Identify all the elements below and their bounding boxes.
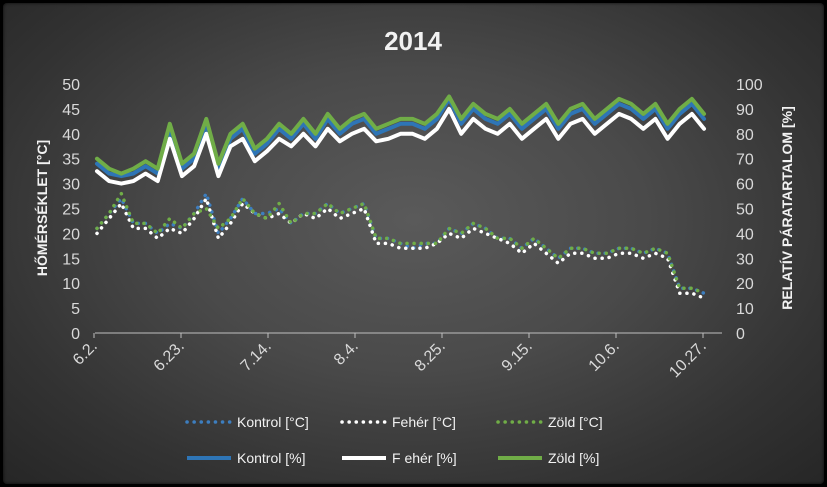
series-line-5 (95, 94, 706, 176)
y-right-tick-label: 80 (736, 127, 754, 144)
legend-label: Fehér [°C] (392, 414, 456, 430)
y-right-tick-label: 70 (736, 152, 754, 169)
y-left-tick-label: 35 (62, 152, 80, 169)
series-line-4 (95, 106, 706, 186)
y-right-tick-label: 40 (736, 226, 754, 243)
legend-label: Zöld [°C] (548, 414, 603, 430)
y-right-tick-label: 60 (736, 177, 754, 194)
y-right-tick-label: 90 (736, 102, 754, 119)
y-left-tick-label: 10 (62, 276, 80, 293)
y-right-tick-label: 10 (736, 301, 754, 318)
legend-label: Zöld [%] (548, 450, 599, 466)
y-left-tick-label: 25 (62, 202, 80, 219)
chart-title: 2014 (384, 26, 442, 56)
legend: Kontrol [°C] Fehér [°C] Zöld [°C] Kontrol [… (185, 414, 603, 466)
y-right-tick-label: 0 (736, 326, 745, 343)
y-right-tick-label: 20 (736, 276, 754, 293)
series-line-1 (95, 196, 706, 300)
legend-label: Kontrol [%] (237, 450, 305, 466)
y-axis-right-label: RELATÍV PÁRATARTALOM [%] (779, 106, 795, 310)
y-axis-left-label: HŐMÉRSÉKLET [°C] (33, 140, 50, 276)
x-tick-label: 10.27. (666, 338, 709, 381)
x-tick-label: 7.14. (238, 338, 275, 375)
y-left-tick-label: 30 (62, 177, 80, 194)
series-line-2 (95, 191, 706, 295)
x-tick-label: 10.6. (586, 338, 623, 375)
legend-label: Kontrol [°C] (237, 414, 309, 430)
y-left-tick-label: 20 (62, 226, 80, 243)
x-tick-label: 9.15. (499, 338, 536, 375)
y-left-tick-label: 50 (62, 77, 80, 94)
y-right-tick-label: 30 (736, 251, 754, 268)
y-left-tick-label: 0 (71, 326, 80, 343)
x-tick-label: 8.25. (412, 338, 449, 375)
y-axis-right-ticks: 0 10 20 30 40 50 60 70 80 90 100 (736, 77, 763, 343)
x-axis-ticks: 6.2. 6.23. 7.14. 8.4. 8.25. 9.15. 10.6. 10.27. (70, 333, 710, 381)
y-left-tick-label: 5 (71, 301, 80, 318)
x-tick-label: 6.23. (151, 338, 188, 375)
legend-label: F ehér [%] (392, 450, 457, 466)
series-layer (95, 94, 706, 300)
y-right-tick-label: 50 (736, 202, 754, 219)
y-left-tick-label: 15 (62, 251, 80, 268)
y-left-tick-label: 40 (62, 127, 80, 144)
x-tick-label: 8.4. (331, 338, 362, 369)
y-right-tick-label: 100 (736, 77, 763, 94)
y-left-tick-label: 45 (62, 102, 80, 119)
y-axis-left-ticks: 0 5 10 15 20 25 30 35 40 45 50 (62, 77, 80, 343)
series-line-3 (95, 96, 706, 179)
